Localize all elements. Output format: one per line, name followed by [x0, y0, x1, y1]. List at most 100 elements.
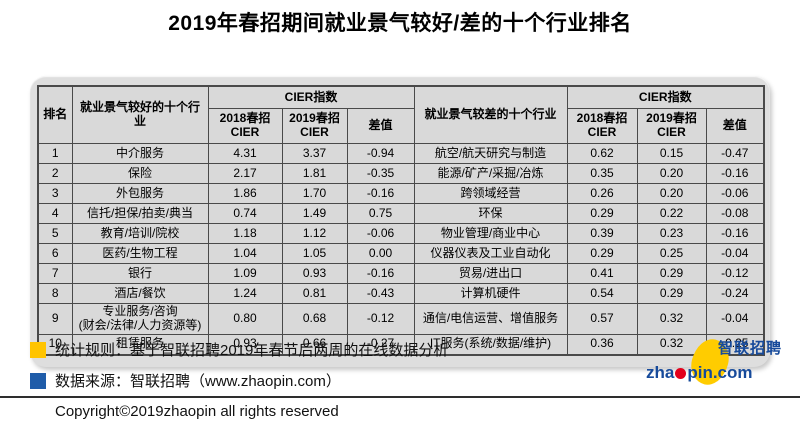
good-2019-cell: 0.68	[281, 303, 348, 335]
good-industry-cell: 外包服务	[71, 183, 209, 204]
col-group-cier-bad: CIER指数	[566, 85, 765, 109]
bad-industry-cell: 通信/电信运营、增值服务	[413, 303, 568, 335]
col-header-bad-2018: 2018春招 CIER	[566, 108, 638, 144]
table-row: 8 酒店/餐饮 1.24 0.81 -0.43 计算机硬件 0.54 0.29 …	[37, 283, 765, 304]
rank-cell: 1	[37, 143, 73, 164]
good-2019-cell: 0.93	[281, 263, 348, 284]
rank-cell: 4	[37, 203, 73, 224]
logo-red-dot	[675, 367, 687, 379]
good-2018-cell: 0.80	[207, 303, 283, 335]
bad-2018-cell: 0.39	[566, 223, 638, 244]
col-header-bad-2019: 2019春招 CIER	[636, 108, 707, 144]
rank-cell: 3	[37, 183, 73, 204]
good-2019-cell: 1.81	[281, 163, 348, 184]
rank-cell: 5	[37, 223, 73, 244]
bad-industry-cell: 贸易/进出口	[413, 263, 568, 284]
bad-industry-cell: 能源/矿产/采掘/冶炼	[413, 163, 568, 184]
good-2019-cell: 1.70	[281, 183, 348, 204]
good-diff-cell: 0.75	[346, 203, 415, 224]
logo-domain-right: pin.com	[687, 363, 753, 382]
table-row: 1 中介服务 4.31 3.37 -0.94 航空/航天研究与制造 0.62 0…	[37, 143, 765, 164]
rank-cell: 2	[37, 163, 73, 184]
good-diff-cell: 0.00	[346, 243, 415, 264]
table-row: 3 外包服务 1.86 1.70 -0.16 跨领域经营 0.26 0.20 -…	[37, 183, 765, 204]
zhaopin-logo: 智联招聘 zha pin.com	[644, 335, 784, 391]
bad-2018-cell: 0.62	[566, 143, 638, 164]
good-industry-cell: 专业服务/咨询 (财会/法律/人力资源等)	[71, 303, 209, 335]
bad-industry-cell: 航空/航天研究与制造	[413, 143, 568, 164]
table-row: 10 租赁服务 0.93 0.66 -0.27 IT服务(系统/数据/维护) 0…	[37, 333, 765, 356]
good-diff-cell: -0.43	[346, 283, 415, 304]
good-2018-cell: 0.93	[207, 333, 283, 356]
col-header-good-industries: 就业景气较好的十个行业	[71, 85, 209, 144]
bad-industry-cell: IT服务(系统/数据/维护)	[413, 333, 568, 356]
note-text: 统计规则：基于智联招聘2019年春节后两周的在线数据分析	[55, 342, 449, 359]
bad-2018-cell: 0.35	[566, 163, 638, 184]
good-2018-cell: 1.18	[207, 223, 283, 244]
rank-cell: 9	[37, 303, 73, 335]
bad-2019-cell: 0.22	[636, 203, 707, 224]
col-header-good-2018: 2018春招 CIER	[207, 108, 283, 144]
bad-2018-cell: 0.36	[566, 333, 638, 356]
good-2018-cell: 1.24	[207, 283, 283, 304]
table-row: 2 保险 2.17 1.81 -0.35 能源/矿产/采掘/冶炼 0.35 0.…	[37, 163, 765, 184]
good-2019-cell: 3.37	[281, 143, 348, 164]
bad-2018-cell: 0.57	[566, 303, 638, 335]
col-group-cier-good: CIER指数	[207, 85, 415, 109]
good-2019-cell: 1.05	[281, 243, 348, 264]
logo-brand-text: 智联招聘	[717, 340, 782, 357]
bad-2019-cell: 0.32	[636, 333, 707, 356]
bad-diff-cell: -0.06	[705, 183, 765, 204]
good-2019-cell: 0.81	[281, 283, 348, 304]
good-diff-cell: -0.06	[346, 223, 415, 244]
bad-diff-cell: -0.47	[705, 143, 765, 164]
logo-domain-text: zha pin.com	[646, 363, 753, 383]
bad-2019-cell: 0.23	[636, 223, 707, 244]
table-row: 6 医药/生物工程 1.04 1.05 0.00 仪器仪表及工业自动化 0.29…	[37, 243, 765, 264]
col-header-bad-industries: 就业景气较差的十个行业	[413, 85, 568, 144]
rank-cell: 7	[37, 263, 73, 284]
good-2019-cell: 1.12	[281, 223, 348, 244]
good-diff-cell: -0.35	[346, 163, 415, 184]
bad-2018-cell: 0.54	[566, 283, 638, 304]
bad-2019-cell: 0.25	[636, 243, 707, 264]
bad-2019-cell: 0.15	[636, 143, 707, 164]
bad-2019-cell: 0.20	[636, 163, 707, 184]
good-2018-cell: 4.31	[207, 143, 283, 164]
good-industry-cell: 教育/培训/院校	[71, 223, 209, 244]
bad-industry-cell: 计算机硬件	[413, 283, 568, 304]
good-industry-cell: 保险	[71, 163, 209, 184]
rank-cell: 8	[37, 283, 73, 304]
bad-diff-cell: -0.16	[705, 163, 765, 184]
good-2018-cell: 1.09	[207, 263, 283, 284]
table-row: 5 教育/培训/院校 1.18 1.12 -0.06 物业管理/商业中心 0.3…	[37, 223, 765, 244]
good-diff-cell: -0.16	[346, 183, 415, 204]
footnotes: 统计规则：基于智联招聘2019年春节后两周的在线数据分析 数据来源：智联招聘（w…	[30, 339, 448, 401]
good-2018-cell: 2.17	[207, 163, 283, 184]
bad-diff-cell: -0.04	[705, 243, 765, 264]
bad-2019-cell: 0.32	[636, 303, 707, 335]
good-2019-cell: 0.66	[281, 333, 348, 356]
bad-diff-cell: -0.08	[705, 203, 765, 224]
good-diff-cell: -0.16	[346, 263, 415, 284]
footer-divider-line	[0, 396, 800, 398]
table-row: 7 银行 1.09 0.93 -0.16 贸易/进出口 0.41 0.29 -0…	[37, 263, 765, 284]
rank-cell: 6	[37, 243, 73, 264]
good-2018-cell: 1.86	[207, 183, 283, 204]
col-header-good-2019: 2019春招 CIER	[281, 108, 348, 144]
note-statistics-rule: 统计规则：基于智联招聘2019年春节后两周的在线数据分析	[30, 339, 448, 360]
ranking-table: 排名 就业景气较好的十个行业 CIER指数 就业景气较差的十个行业 CIER指数…	[37, 85, 766, 356]
bad-2018-cell: 0.29	[566, 243, 638, 264]
good-industry-cell: 酒店/餐饮	[71, 283, 209, 304]
good-2019-cell: 1.49	[281, 203, 348, 224]
good-diff-cell: -0.27	[346, 333, 415, 356]
table-row: 9 专业服务/咨询 (财会/法律/人力资源等) 0.80 0.68 -0.12 …	[37, 303, 765, 335]
col-header-rank: 排名	[37, 85, 73, 144]
yellow-legend-square	[30, 341, 46, 358]
bad-2019-cell: 0.29	[636, 283, 707, 304]
bad-2018-cell: 0.26	[566, 183, 638, 204]
bad-industry-cell: 仪器仪表及工业自动化	[413, 243, 568, 264]
good-industry-cell: 医药/生物工程	[71, 243, 209, 264]
bad-diff-cell: -0.12	[705, 263, 765, 284]
bad-2018-cell: 0.29	[566, 203, 638, 224]
